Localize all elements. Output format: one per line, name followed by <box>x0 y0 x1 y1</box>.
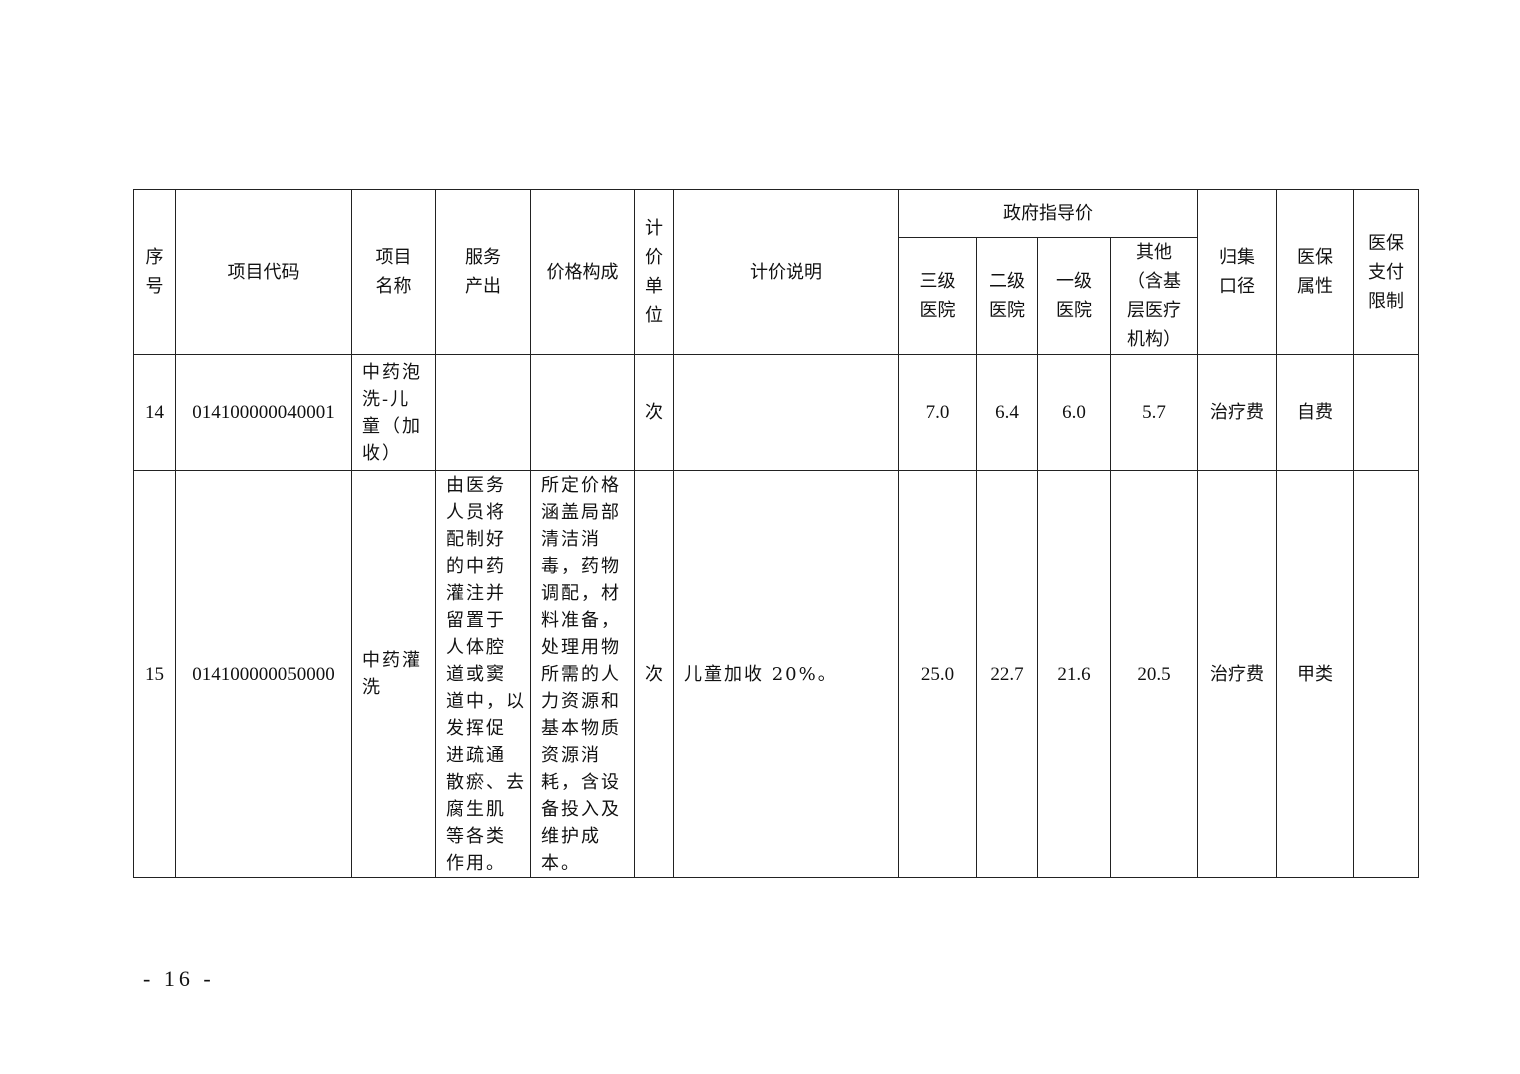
header-output: 服务 产出 <box>435 189 531 355</box>
header-unit: 计 价 单 位 <box>634 189 674 355</box>
cell-name: 中药泡 洗-儿 童（加 收） <box>351 354 436 471</box>
cell-unit: 次 <box>634 354 674 471</box>
header-insurance: 医保 属性 <box>1276 189 1354 355</box>
cell-category: 治疗费 <box>1197 470 1277 878</box>
cell-note: 儿童加收 20%。 <box>673 470 899 878</box>
cell-other: 5.7 <box>1110 354 1198 471</box>
header-limit: 医保 支付 限制 <box>1353 189 1419 355</box>
cell-limit <box>1353 354 1419 471</box>
cell-seq: 15 <box>133 470 176 878</box>
header-other: 其他 （含基 层医疗 机构） <box>1110 237 1198 355</box>
cell-unit: 次 <box>634 470 674 878</box>
header-composition: 价格构成 <box>530 189 635 355</box>
cell-seq: 14 <box>133 354 176 471</box>
cell-output <box>435 354 531 471</box>
cell-note <box>673 354 899 471</box>
cell-level3: 25.0 <box>898 470 977 878</box>
header-code: 项目代码 <box>175 189 352 355</box>
table-row: 15 014100000050000 中药灌 洗 由医务 人员将 配制好 的中药… <box>133 470 1419 878</box>
price-table: 序 号 项目代码 项目 名称 服务 产出 价格构成 计 价 单 位 计价说明 政… <box>133 189 1419 878</box>
cell-category: 治疗费 <box>1197 354 1277 471</box>
page-number: - 16 - <box>143 966 215 991</box>
cell-level1: 6.0 <box>1037 354 1111 471</box>
cell-code: 014100000050000 <box>175 470 352 878</box>
cell-other: 20.5 <box>1110 470 1198 878</box>
cell-level2: 22.7 <box>976 470 1038 878</box>
cell-level1: 21.6 <box>1037 470 1111 878</box>
header-row-1: 序 号 项目代码 项目 名称 服务 产出 价格构成 计 价 单 位 计价说明 政… <box>133 189 1419 355</box>
header-row-2: 三级 医院 二级 医院 一级 医院 其他 （含基 层医疗 机构） <box>134 237 1419 355</box>
header-category: 归集 口径 <box>1197 189 1277 355</box>
cell-composition <box>530 354 635 471</box>
cell-insurance: 自费 <box>1276 354 1354 471</box>
header-seq: 序 号 <box>133 189 176 355</box>
cell-level3: 7.0 <box>898 354 977 471</box>
cell-name: 中药灌 洗 <box>351 470 436 878</box>
header-level1: 一级 医院 <box>1037 237 1111 355</box>
cell-output: 由医务 人员将 配制好 的中药 灌注并 留置于 人体腔 道或窦 道中，以 发挥促… <box>435 470 531 878</box>
header-name: 项目 名称 <box>351 189 436 355</box>
header-gov-price: 政府指导价 <box>898 189 1198 238</box>
header-level3: 三级 医院 <box>898 237 977 355</box>
cell-insurance: 甲类 <box>1276 470 1354 878</box>
table-row: 14 014100000040001 中药泡 洗-儿 童（加 收） 次 7.0 … <box>133 354 1419 471</box>
header-note: 计价说明 <box>673 189 899 355</box>
cell-limit <box>1353 470 1419 878</box>
header-level2: 二级 医院 <box>976 237 1038 355</box>
cell-level2: 6.4 <box>976 354 1038 471</box>
cell-code: 014100000040001 <box>175 354 352 471</box>
cell-composition: 所定价格 涵盖局部 清洁消 毒，药物 调配，材 料准备， 处理用物 所需的人 力… <box>530 470 635 878</box>
